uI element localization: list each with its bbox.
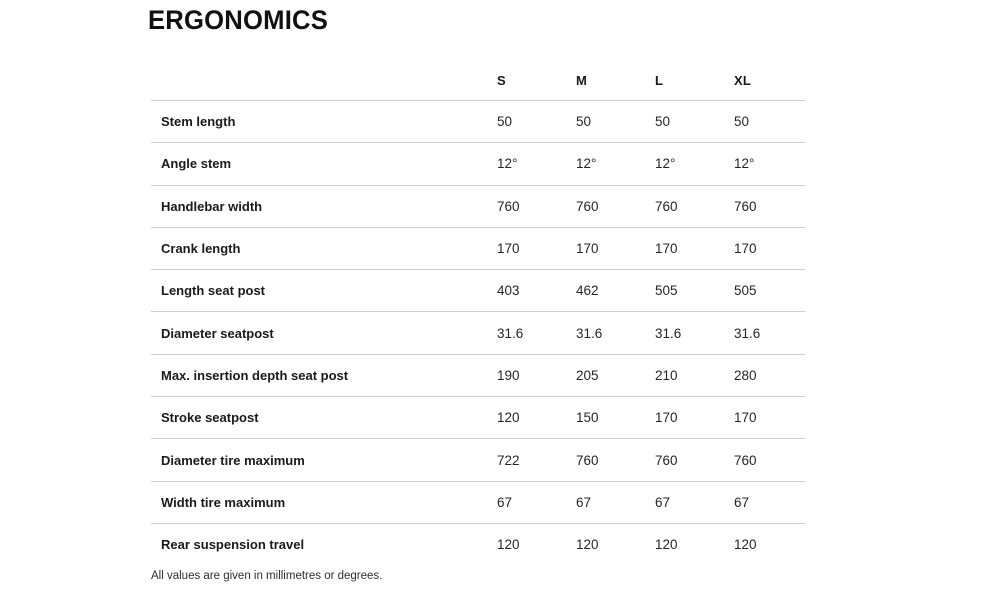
- table-row: Diameter tire maximum 722 760 760 760: [151, 438, 805, 480]
- cell-value: 50: [734, 114, 750, 130]
- column-header-size-l: L: [655, 72, 664, 88]
- table-row: Length seat post 403 462 505 505: [151, 269, 805, 311]
- cell-value: 760: [734, 452, 757, 468]
- row-label: Stroke seatpost: [161, 410, 259, 426]
- cell-value: 280: [734, 367, 757, 383]
- cell-value: 150: [576, 410, 599, 426]
- cell-value: 403: [497, 283, 520, 299]
- table-row: Diameter seatpost 31.6 31.6 31.6 31.6: [151, 311, 805, 353]
- cell-value: 760: [655, 198, 678, 214]
- cell-value: 170: [655, 241, 678, 257]
- cell-value: 12°: [734, 156, 755, 172]
- cell-value: 50: [497, 114, 513, 130]
- row-label: Length seat post: [161, 283, 266, 299]
- cell-value: 120: [497, 410, 520, 426]
- units-footnote: All values are given in millimetres or d…: [151, 570, 383, 582]
- cell-value: 170: [655, 410, 678, 426]
- cell-value: 67: [576, 494, 592, 510]
- table-header-row: S M L XL: [151, 60, 805, 100]
- row-label: Stem length: [161, 114, 236, 130]
- cell-value: 67: [655, 494, 671, 510]
- table-row: Handlebar width 760 760 760 760: [151, 184, 805, 227]
- table-row: Crank length 170 170 170 170: [151, 226, 805, 269]
- cell-value: 760: [497, 198, 520, 214]
- ergonomics-spec-table: S M L XL Stem length 50 50 50 50 Angle s…: [151, 60, 805, 565]
- cell-value: 760: [576, 452, 599, 468]
- cell-value: 12°: [655, 156, 676, 172]
- cell-value: 170: [734, 410, 757, 426]
- cell-value: 505: [655, 283, 678, 299]
- table-row: Stem length 50 50 50 50: [151, 100, 805, 142]
- cell-value: 67: [497, 494, 513, 510]
- cell-value: 170: [576, 241, 599, 257]
- cell-value: 12°: [576, 156, 597, 172]
- row-label: Diameter tire maximum: [161, 452, 305, 468]
- row-label: Diameter seatpost: [161, 325, 274, 341]
- table-row: Max. insertion depth seat post 190 205 2…: [151, 353, 805, 396]
- cell-value: 170: [497, 241, 520, 257]
- cell-value: 170: [734, 241, 757, 257]
- cell-value: 210: [655, 367, 678, 383]
- column-header-size-m: M: [576, 72, 588, 88]
- cell-value: 50: [655, 114, 671, 130]
- table-row: Stroke seatpost 120 150 170 170: [151, 396, 805, 438]
- table-row: Angle stem 12° 12° 12° 12°: [151, 142, 805, 184]
- cell-value: 120: [497, 537, 520, 553]
- column-header-size-xl: XL: [734, 72, 752, 88]
- row-label: Rear suspension travel: [161, 537, 305, 553]
- row-label: Handlebar width: [161, 198, 263, 214]
- row-label: Angle stem: [161, 156, 232, 172]
- table-row: Rear suspension travel 120 120 120 120: [151, 522, 805, 565]
- cell-value: 31.6: [655, 325, 682, 341]
- cell-value: 760: [576, 198, 599, 214]
- cell-value: 31.6: [576, 325, 603, 341]
- cell-value: 505: [734, 283, 757, 299]
- cell-value: 67: [734, 494, 750, 510]
- cell-value: 120: [576, 537, 599, 553]
- cell-value: 760: [655, 452, 678, 468]
- table-row: Width tire maximum 67 67 67 67: [151, 480, 805, 523]
- cell-value: 120: [734, 537, 757, 553]
- cell-value: 120: [655, 537, 678, 553]
- row-label: Max. insertion depth seat post: [161, 367, 349, 383]
- cell-value: 31.6: [497, 325, 524, 341]
- cell-value: 31.6: [734, 325, 761, 341]
- page-title: ERGONOMICS: [148, 5, 329, 35]
- cell-value: 50: [576, 114, 592, 130]
- column-header-size-s: S: [497, 72, 506, 88]
- cell-value: 462: [576, 283, 599, 299]
- row-label: Width tire maximum: [161, 494, 286, 510]
- cell-value: 12°: [497, 156, 518, 172]
- cell-value: 190: [497, 367, 520, 383]
- cell-value: 205: [576, 367, 599, 383]
- row-label: Crank length: [161, 241, 241, 257]
- cell-value: 760: [734, 198, 757, 214]
- cell-value: 722: [497, 452, 520, 468]
